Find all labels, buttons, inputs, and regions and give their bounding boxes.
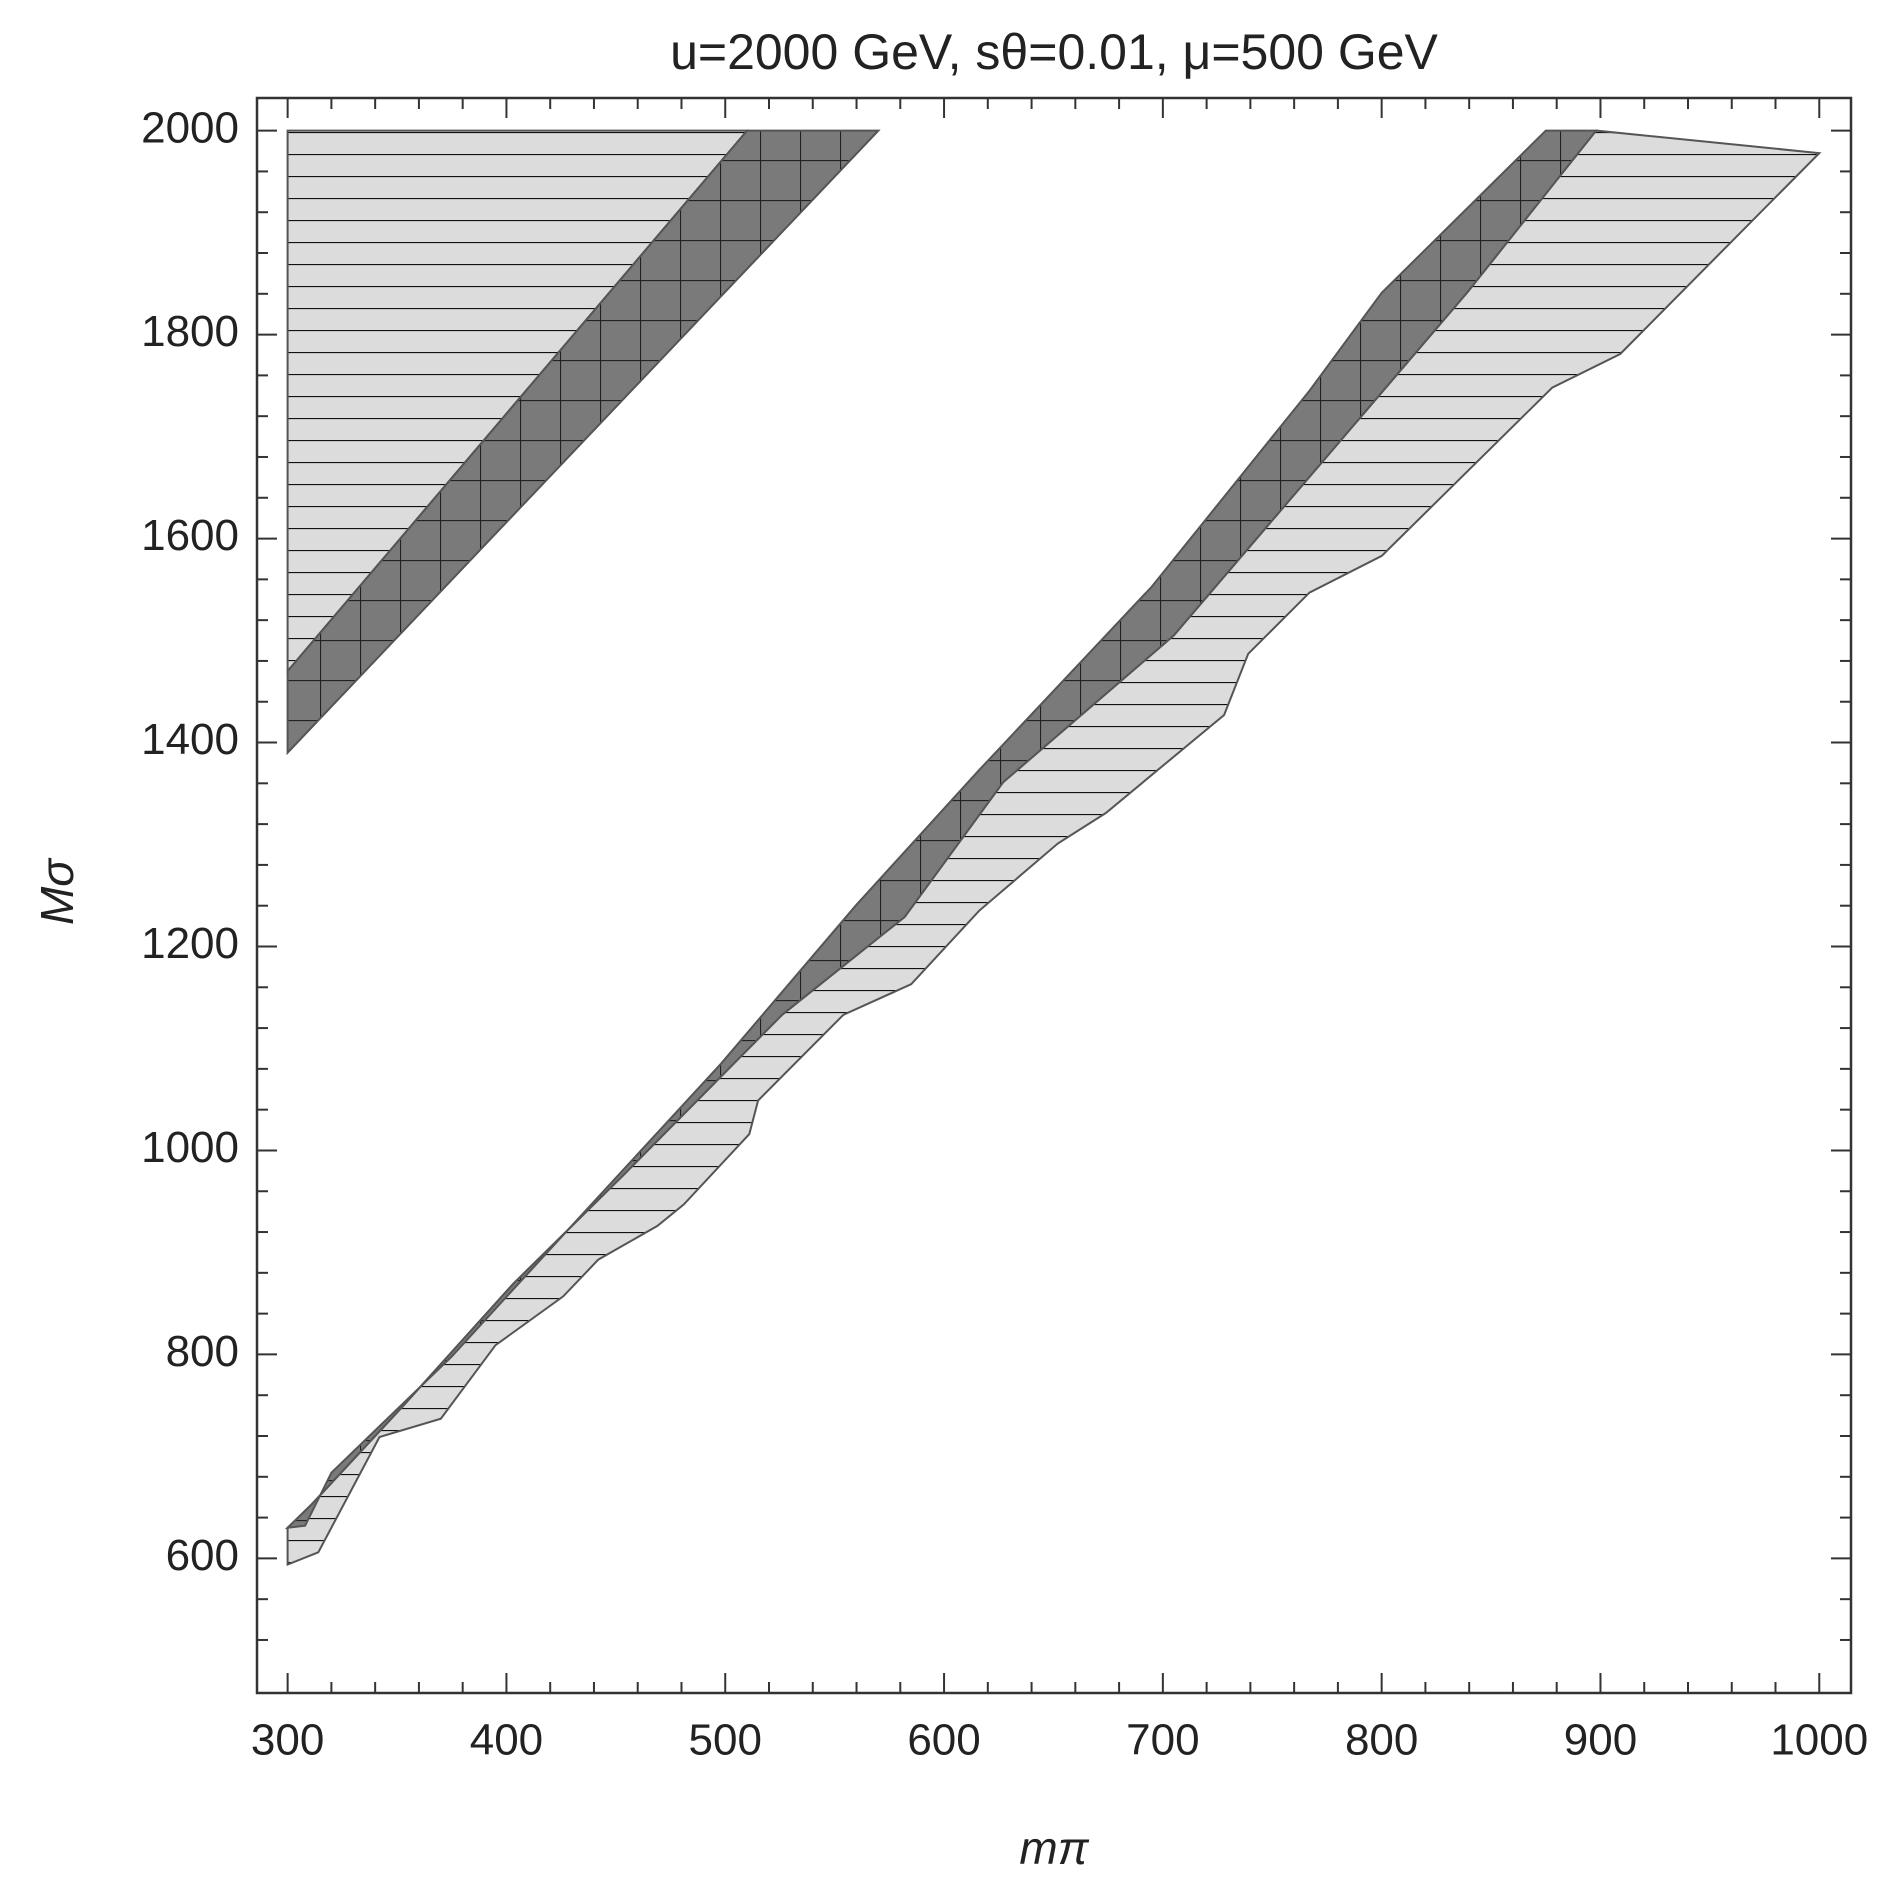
y-axis-label: Mσ [31, 857, 83, 925]
y-tick-label: 1000 [141, 1123, 239, 1172]
x-tick-label: 300 [251, 1716, 324, 1765]
x-axis-label: mπ [1019, 1822, 1089, 1874]
y-tick-label: 1600 [141, 511, 239, 560]
y-tick-label: 2000 [141, 103, 239, 152]
region [286, 129, 881, 756]
chart-title: u=2000 GeV, sθ=0.01, μ=500 GeV [670, 24, 1438, 80]
x-tick-label: 400 [470, 1716, 543, 1765]
x-tick-label: 900 [1564, 1716, 1637, 1765]
y-tick-label: 600 [166, 1531, 239, 1580]
x-tick-label: 700 [1126, 1716, 1199, 1765]
region [284, 129, 1599, 1530]
regions [284, 129, 1822, 1566]
x-tick-label: 500 [689, 1716, 762, 1765]
x-tick-label: 600 [907, 1716, 980, 1765]
plot-frame [255, 96, 1853, 1695]
y-tick-label: 1800 [141, 307, 239, 356]
x-tick-label: 1000 [1770, 1716, 1868, 1765]
y-tick-label: 1200 [141, 919, 239, 968]
y-tick-label: 1400 [141, 715, 239, 764]
x-tick-label: 800 [1345, 1716, 1418, 1765]
y-tick-label: 800 [166, 1327, 239, 1376]
